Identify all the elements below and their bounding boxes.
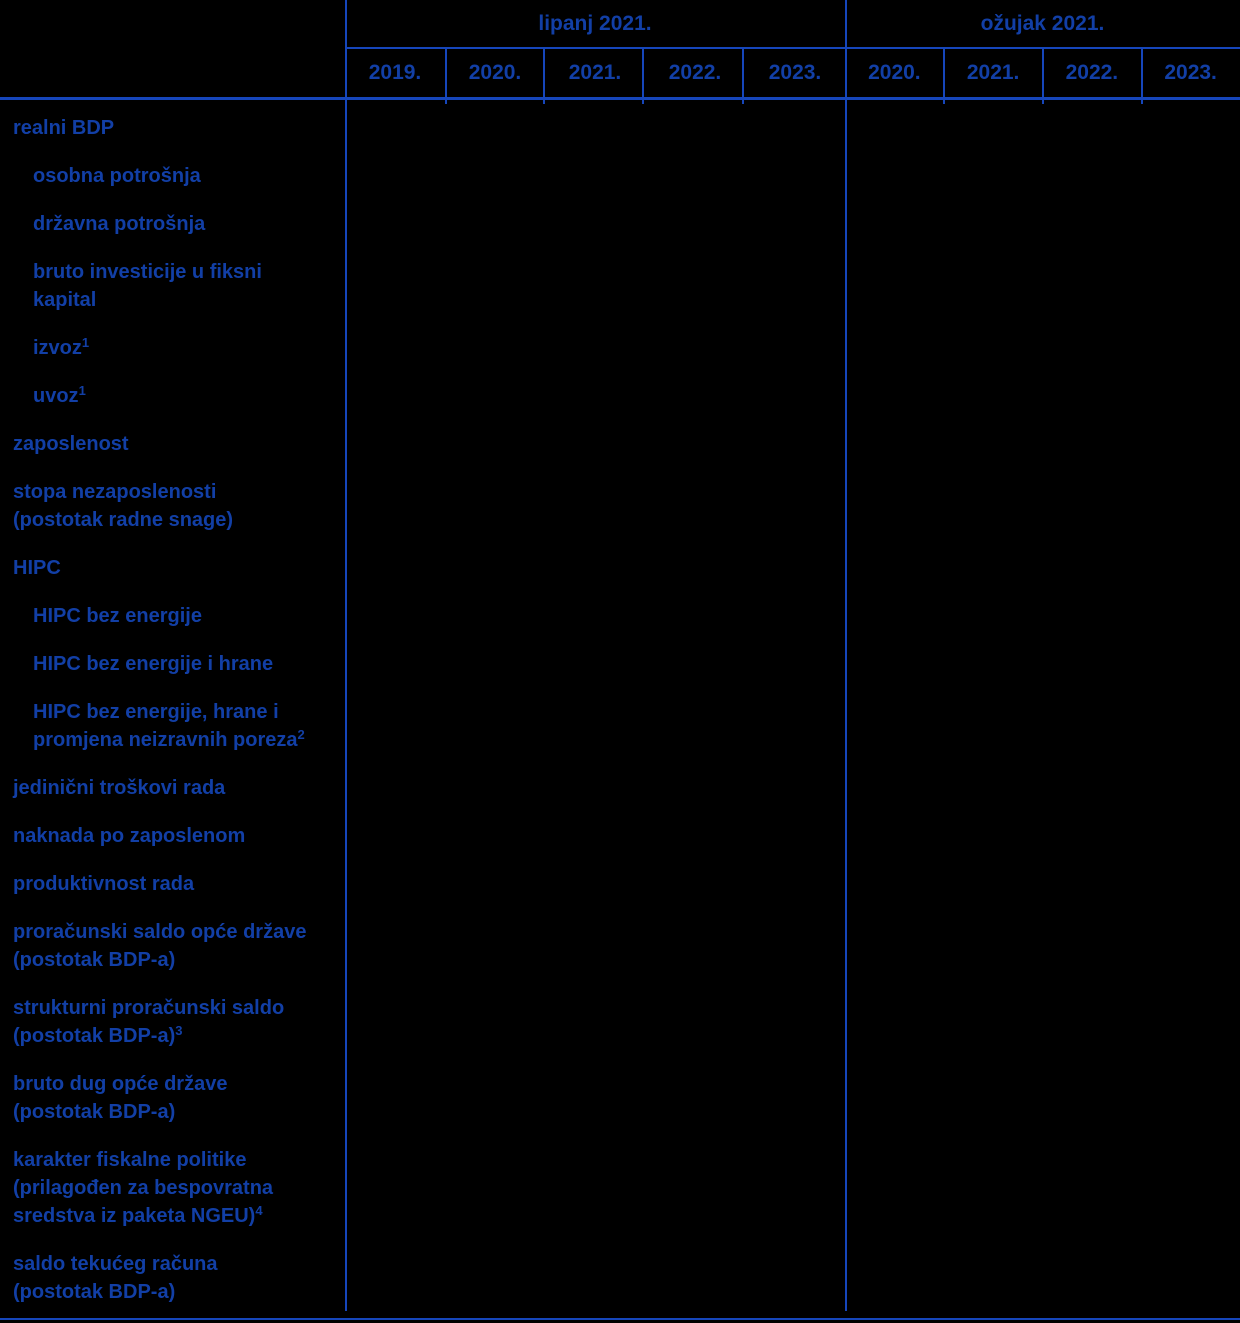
year-column-header: 2023. — [768, 60, 822, 84]
row-label-izvoz: izvoz1 — [33, 335, 90, 359]
column-group-label: ožujak 2021. — [980, 11, 1105, 35]
row-label-bruto-dug: bruto dug opće države (postotak BDP-a) — [13, 1073, 228, 1123]
row-label-hipc-bez-energije-hrane-poreza: HIPC bez energije, hrane i promjena neiz… — [33, 701, 305, 751]
column-group-ozujak-2021: ožujak 2021. — [845, 0, 1240, 47]
table-border-vertical-group-divider — [845, 0, 847, 1311]
row-label-osobna-potrosnja: osobna potrošnja — [33, 165, 201, 187]
year-column-separator — [642, 47, 644, 104]
year-column-header: 2019. — [368, 60, 422, 84]
row-label-uvoz: uvoz1 — [33, 383, 86, 407]
year-column-header: 2022. — [1065, 60, 1119, 84]
table-border-under-group-headers — [345, 47, 1240, 49]
row-label-saldo-tekuceg-racuna: saldo tekućeg računa (postotak BDP-a) — [13, 1253, 218, 1303]
year-header-row-ozujak: 2020. 2021. 2022. 2023. — [845, 48, 1240, 97]
superscript-marker: 2 — [297, 727, 305, 742]
superscript-marker: 4 — [255, 1203, 263, 1218]
year-column-header: 2020. — [468, 60, 522, 84]
row-label-column: realni BDP osobna potrošnja državna potr… — [0, 114, 345, 1323]
row-label-produktivnost-rada: produktivnost rada — [13, 873, 195, 895]
year-header-row-lipanj: 2019. 2020. 2021. 2022. 2023. — [345, 48, 845, 97]
row-label-hipc-bez-energije: HIPC bez energije — [33, 605, 202, 627]
row-label-stopa-nezaposlenosti: stopa nezaposlenosti (postotak radne sna… — [13, 481, 234, 531]
year-column-separator — [1042, 47, 1044, 104]
row-label-jedinicni-troskovi-rada: jedinični troškovi rada — [13, 777, 226, 799]
row-label-hipc-bez-energije-i-hrane: HIPC bez energije i hrane — [33, 653, 274, 675]
year-column-separator — [445, 47, 447, 104]
row-label-zaposlenost: zaposlenost — [13, 433, 129, 455]
year-column-separator — [943, 47, 945, 104]
row-label-realni-bdp: realni BDP — [13, 117, 115, 139]
superscript-marker: 3 — [175, 1023, 183, 1038]
row-label-drzavna-potrosnja: državna potrošnja — [33, 213, 206, 235]
year-column-header: 2022. — [668, 60, 722, 84]
column-group-lipanj-2021: lipanj 2021. — [345, 0, 845, 47]
year-column-separator — [543, 47, 545, 104]
year-column-header: 2023. — [1164, 60, 1217, 84]
table-border-bottom — [0, 1318, 1240, 1320]
superscript-marker: 1 — [81, 335, 90, 350]
year-column-separator — [1141, 47, 1143, 104]
table-border-under-year-headers — [0, 97, 1240, 100]
row-label-strukturni-proracunski-saldo: strukturni proračunski saldo (postotak B… — [13, 997, 285, 1047]
year-column-header: 2021. — [966, 60, 1020, 84]
table-border-vertical-left-group — [345, 0, 347, 1311]
column-group-label: lipanj 2021. — [538, 11, 652, 35]
row-label-karakter-fiskalne-politike: karakter fiskalne politike (prilagođen z… — [13, 1149, 274, 1227]
row-label-proracunski-saldo: proračunski saldo opće države (postotak … — [13, 921, 307, 971]
year-column-header: 2021. — [568, 60, 622, 84]
year-column-separator — [742, 47, 744, 104]
row-label-hipc: HIPC — [13, 557, 61, 579]
superscript-marker: 1 — [78, 383, 86, 398]
year-column-header: 2020. — [868, 60, 921, 84]
row-label-naknada-po-zaposlenom: naknada po zaposlenom — [13, 825, 246, 847]
row-label-bruto-investicije: bruto investicije u fiksni kapital — [33, 261, 262, 311]
